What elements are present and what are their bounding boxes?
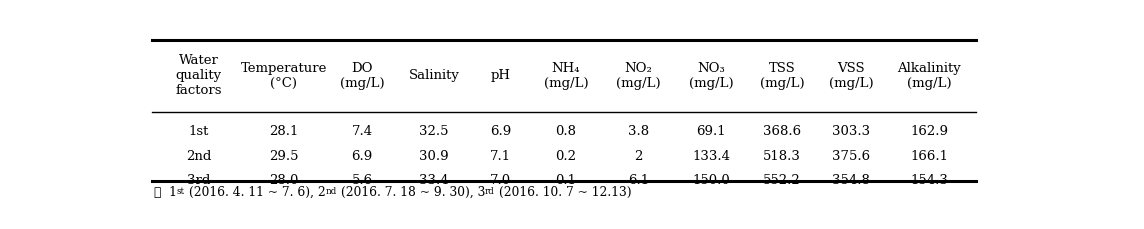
Text: 150.0: 150.0 <box>692 174 730 186</box>
Text: 0.1: 0.1 <box>555 174 577 186</box>
Text: 0.2: 0.2 <box>555 150 577 163</box>
Text: 354.8: 354.8 <box>833 174 871 186</box>
Text: Salinity: Salinity <box>408 69 460 82</box>
Text: nd: nd <box>325 187 336 196</box>
Text: NO₂
(mg/L): NO₂ (mg/L) <box>617 62 661 90</box>
Text: pH: pH <box>491 69 510 82</box>
Text: 154.3: 154.3 <box>909 174 948 186</box>
Text: 69.1: 69.1 <box>697 125 726 138</box>
Text: ※  1: ※ 1 <box>153 185 176 199</box>
Text: 7.4: 7.4 <box>351 125 373 138</box>
Text: 28.0: 28.0 <box>269 174 299 186</box>
Text: 3rd: 3rd <box>186 174 210 186</box>
Text: 375.6: 375.6 <box>833 150 871 163</box>
Text: (2016. 4. 11 ~ 7. 6), 2: (2016. 4. 11 ~ 7. 6), 2 <box>184 185 325 199</box>
Text: 162.9: 162.9 <box>909 125 948 138</box>
Text: 5.6: 5.6 <box>351 174 373 186</box>
Text: Temperature
(°C): Temperature (°C) <box>240 62 327 90</box>
Text: 2nd: 2nd <box>185 150 212 163</box>
Text: 6.9: 6.9 <box>490 125 511 138</box>
Text: NO₃
(mg/L): NO₃ (mg/L) <box>689 62 733 90</box>
Text: 7.0: 7.0 <box>490 174 511 186</box>
Text: Water
quality
factors: Water quality factors <box>175 55 222 98</box>
Text: 30.9: 30.9 <box>420 150 450 163</box>
Text: Alkalinity
(mg/L): Alkalinity (mg/L) <box>897 62 961 90</box>
Text: 303.3: 303.3 <box>833 125 871 138</box>
Text: 0.8: 0.8 <box>555 125 577 138</box>
Text: 6.1: 6.1 <box>628 174 649 186</box>
Text: 552.2: 552.2 <box>763 174 801 186</box>
Text: 33.4: 33.4 <box>420 174 450 186</box>
Text: 133.4: 133.4 <box>692 150 730 163</box>
Text: NH₄
(mg/L): NH₄ (mg/L) <box>543 62 588 90</box>
Text: 7.1: 7.1 <box>490 150 511 163</box>
Text: TSS
(mg/L): TSS (mg/L) <box>760 62 804 90</box>
Text: 6.9: 6.9 <box>351 150 373 163</box>
Text: (2016. 10. 7 ~ 12.13): (2016. 10. 7 ~ 12.13) <box>494 185 631 199</box>
Text: st: st <box>176 187 184 196</box>
Text: rd: rd <box>485 187 494 196</box>
Text: 368.6: 368.6 <box>763 125 801 138</box>
Text: (2016. 7. 18 ~ 9. 30), 3: (2016. 7. 18 ~ 9. 30), 3 <box>336 185 485 199</box>
Text: 29.5: 29.5 <box>269 150 299 163</box>
Text: 166.1: 166.1 <box>909 150 948 163</box>
Text: DO
(mg/L): DO (mg/L) <box>340 62 384 90</box>
Text: VSS
(mg/L): VSS (mg/L) <box>829 62 874 90</box>
Text: 28.1: 28.1 <box>269 125 299 138</box>
Text: 2: 2 <box>635 150 643 163</box>
Text: 32.5: 32.5 <box>420 125 448 138</box>
Text: 518.3: 518.3 <box>763 150 801 163</box>
Text: 3.8: 3.8 <box>628 125 649 138</box>
Text: 1st: 1st <box>189 125 208 138</box>
